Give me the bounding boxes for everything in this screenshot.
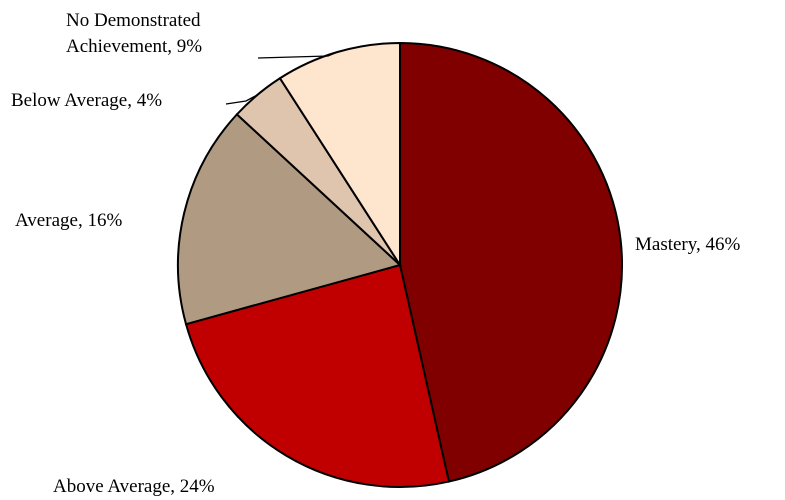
pie-slice-average: [177, 112, 402, 326]
pie-slice-mastery: [399, 41, 623, 483]
label-mastery: Mastery, 46%: [635, 234, 741, 255]
label-no-demonstrated-achievement: No Demonstrated Achievement, 9%: [66, 10, 205, 57]
label-no-demonstrated-line-1: No Demonstrated: [66, 10, 201, 31]
leader-lines: [225, 51, 338, 105]
label-no-demonstrated-line-2: Achievement, 9%: [66, 36, 202, 57]
pie-slices: [177, 41, 623, 489]
label-above-average: Above Average, 24%: [53, 476, 215, 497]
label-average: Average, 16%: [15, 210, 122, 231]
leader-line-no-demonstrated: [257, 51, 338, 59]
pie-slice-above-average: [184, 263, 451, 489]
leader-line-below-average: [225, 94, 258, 105]
label-below-average: Below Average, 4%: [11, 90, 162, 111]
